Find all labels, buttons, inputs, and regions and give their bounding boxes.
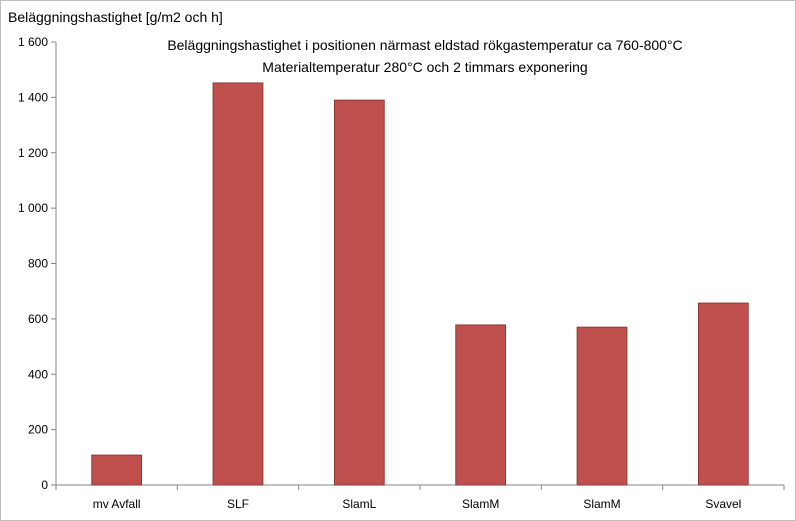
x-tick-label: mv Avfall [93,497,141,511]
bar [697,302,749,486]
y-axis-label: Beläggningshastighet [g/m2 och h] [8,9,223,25]
y-tick-label: 0 [41,478,48,492]
axes [55,42,784,486]
chart-title: Beläggningshastighet i positionen närmas… [167,37,682,53]
y-tick-label: 400 [28,367,48,381]
bar [576,326,628,486]
bars [91,82,749,486]
y-tick-label: 800 [28,257,48,271]
bar [455,324,507,486]
x-ticks: mv Avfall SLF SlamL SlamM SlamM Svavel [55,485,785,511]
x-tick-label: SlamM [462,497,499,511]
y-tick-label: 600 [28,312,48,326]
bar [91,454,143,486]
x-tick-label: SlamL [342,497,376,511]
x-tick-label: SlamM [583,497,620,511]
bar [333,99,385,486]
y-tick-label: 1 600 [18,35,48,49]
x-tick-label: Svavel [705,497,741,511]
bar [212,82,264,486]
y-tick-label: 200 [28,423,48,437]
y-tick-label: 1 000 [18,201,48,215]
chart-subtitle: Materialtemperatur 280°C och 2 timmars e… [262,59,587,75]
x-tick-label: SLF [227,497,249,511]
y-tick-label: 1 400 [18,90,48,104]
y-tick-label: 1 200 [18,146,48,160]
y-ticks: 0 200 400 600 800 1 000 1 200 1 400 1 600 [18,35,56,492]
